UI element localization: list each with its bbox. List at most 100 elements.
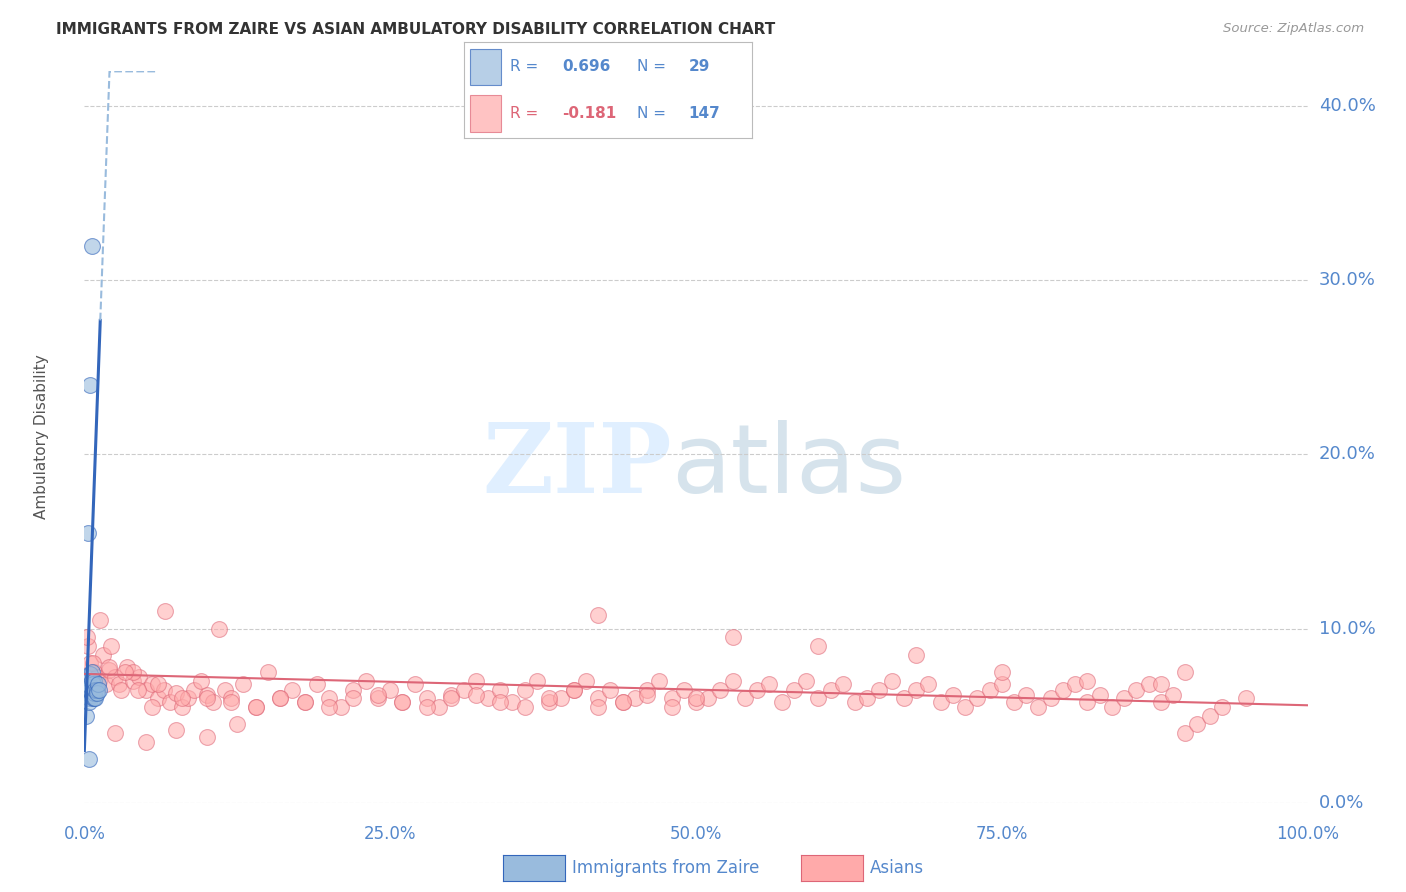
Point	[128, 670, 150, 684]
Text: R =: R =	[510, 106, 538, 120]
Point	[107, 677, 129, 691]
Point	[305, 677, 328, 691]
Point	[83, 686, 105, 700]
Point	[342, 691, 364, 706]
Text: N =: N =	[637, 60, 666, 74]
Point	[195, 730, 218, 744]
Point	[464, 673, 486, 688]
Point	[391, 695, 413, 709]
Text: 75.0%: 75.0%	[976, 825, 1028, 843]
Point	[146, 677, 169, 691]
Point	[76, 631, 98, 645]
Point	[489, 695, 512, 709]
Point	[165, 723, 187, 737]
Point	[367, 688, 389, 702]
Point	[82, 657, 104, 671]
Point	[1174, 726, 1197, 740]
Point	[380, 682, 402, 697]
Point	[153, 604, 176, 618]
Point	[1028, 700, 1050, 714]
Point	[83, 691, 105, 706]
Text: 0.696: 0.696	[562, 60, 610, 74]
Point	[82, 677, 104, 691]
Point	[79, 667, 101, 681]
Point	[953, 700, 976, 714]
Point	[721, 673, 744, 688]
Point	[990, 677, 1012, 691]
Point	[219, 695, 242, 709]
Point	[747, 682, 769, 697]
Point	[354, 673, 377, 688]
Point	[318, 700, 340, 714]
Point	[869, 682, 891, 697]
Point	[79, 682, 101, 697]
Point	[427, 700, 450, 714]
Text: -0.181: -0.181	[562, 106, 616, 120]
Point	[709, 682, 731, 697]
Point	[1076, 695, 1098, 709]
Point	[318, 691, 340, 706]
Point	[114, 665, 136, 680]
Point	[79, 679, 101, 693]
Point	[76, 682, 98, 697]
Text: 0.0%: 0.0%	[1319, 794, 1364, 812]
Point	[697, 691, 720, 706]
Point	[190, 673, 212, 688]
Point	[501, 695, 523, 709]
Text: 20.0%: 20.0%	[1319, 445, 1375, 464]
Text: 10.0%: 10.0%	[1319, 620, 1375, 638]
Point	[1052, 682, 1074, 697]
Point	[1174, 665, 1197, 680]
Point	[1039, 691, 1062, 706]
Point	[77, 677, 100, 691]
Text: N =: N =	[637, 106, 666, 120]
Point	[1234, 691, 1257, 706]
Point	[661, 700, 683, 714]
Point	[80, 688, 103, 702]
Point	[1125, 682, 1147, 697]
Point	[89, 613, 111, 627]
Text: 50.0%: 50.0%	[669, 825, 723, 843]
Point	[612, 695, 634, 709]
Point	[330, 700, 353, 714]
Bar	[470, 49, 502, 86]
Point	[807, 639, 830, 653]
Point	[172, 691, 194, 706]
Text: Immigrants from Zaire: Immigrants from Zaire	[572, 859, 759, 877]
Point	[135, 682, 157, 697]
Point	[232, 677, 254, 691]
Point	[661, 691, 683, 706]
Point	[586, 691, 609, 706]
Point	[917, 677, 939, 691]
Point	[391, 695, 413, 709]
Point	[979, 682, 1001, 697]
Point	[104, 726, 127, 740]
Point	[880, 673, 903, 688]
Point	[97, 660, 120, 674]
Point	[82, 682, 104, 697]
Bar	[470, 95, 502, 131]
Point	[82, 691, 104, 706]
Point	[905, 682, 928, 697]
Point	[807, 691, 830, 706]
Point	[758, 677, 780, 691]
Point	[1076, 673, 1098, 688]
Point	[562, 682, 585, 697]
Point	[172, 700, 194, 714]
Point	[599, 682, 621, 697]
Point	[122, 673, 145, 688]
Point	[104, 670, 127, 684]
Point	[550, 691, 572, 706]
Point	[79, 377, 101, 392]
Point	[367, 691, 389, 706]
Point	[538, 695, 561, 709]
Point	[159, 695, 181, 709]
Point	[856, 691, 879, 706]
Point	[86, 686, 108, 700]
Point	[77, 525, 100, 540]
Point	[440, 688, 463, 702]
Point	[538, 691, 561, 706]
Point	[86, 670, 108, 684]
Point	[86, 682, 108, 697]
Text: 147: 147	[689, 106, 720, 120]
